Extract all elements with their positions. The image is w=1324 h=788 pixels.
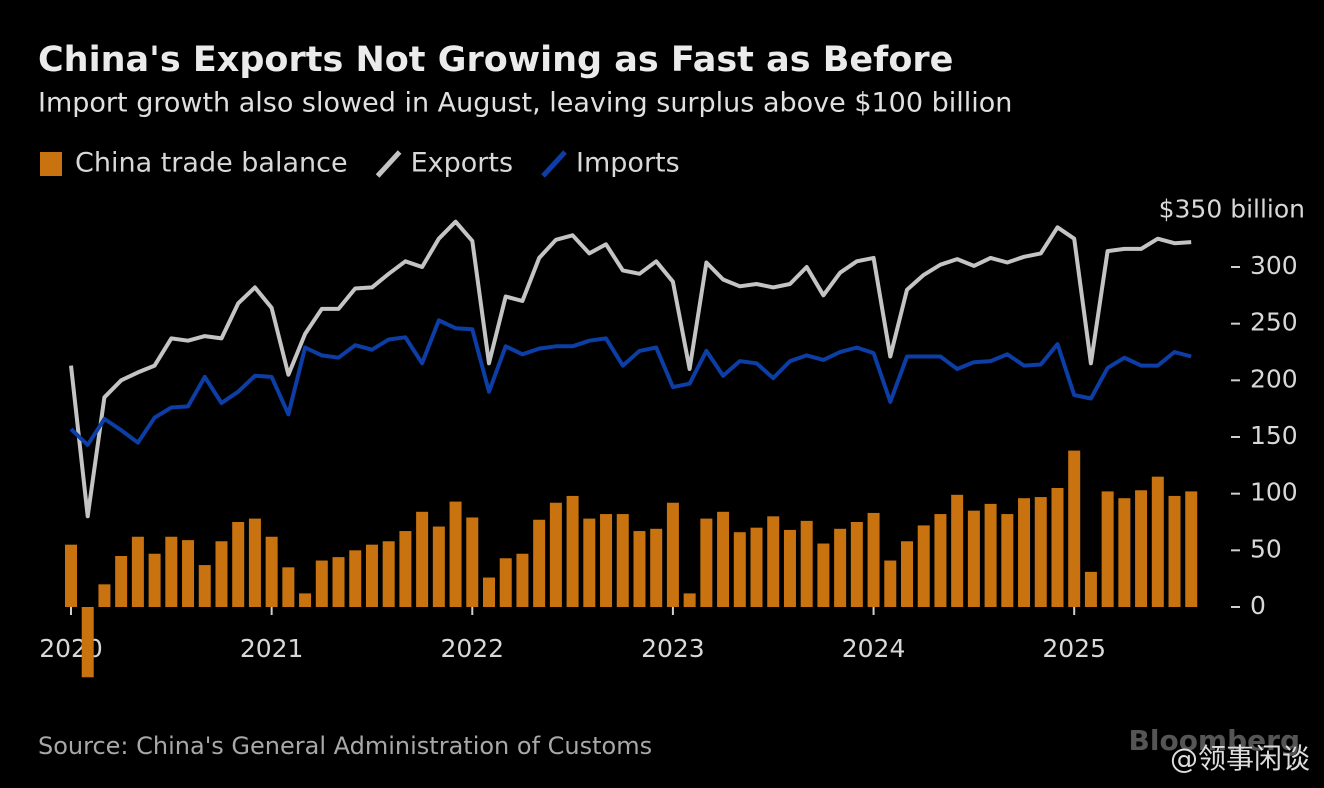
bar bbox=[533, 519, 546, 607]
bar bbox=[884, 560, 897, 607]
bar bbox=[315, 560, 328, 607]
bar bbox=[516, 553, 529, 607]
y-tick-label: 150 bbox=[1250, 421, 1298, 450]
bar bbox=[182, 540, 195, 607]
bar bbox=[365, 544, 378, 607]
bar bbox=[583, 518, 596, 607]
legend-swatch bbox=[375, 150, 402, 178]
bar bbox=[98, 584, 111, 607]
bar bbox=[332, 557, 345, 607]
bar bbox=[951, 494, 964, 607]
bar bbox=[1084, 571, 1097, 607]
bar bbox=[131, 536, 144, 607]
chart-title: China's Exports Not Growing as Fast as B… bbox=[38, 40, 953, 80]
bar bbox=[1185, 491, 1198, 607]
x-tick-label: 2024 bbox=[842, 634, 906, 663]
legend-label: Exports bbox=[411, 148, 513, 179]
bar bbox=[733, 532, 746, 607]
bar bbox=[717, 511, 730, 607]
bar bbox=[700, 518, 713, 607]
legend-label: Imports bbox=[576, 148, 680, 179]
bar bbox=[265, 536, 278, 607]
bar bbox=[834, 528, 847, 607]
bar bbox=[1051, 488, 1064, 607]
bar bbox=[867, 512, 880, 607]
bar bbox=[432, 526, 445, 607]
bar bbox=[198, 565, 211, 607]
bar bbox=[115, 556, 128, 607]
brand: Bloomberg bbox=[1129, 724, 1300, 757]
bar bbox=[232, 522, 245, 607]
bar bbox=[449, 501, 462, 607]
line bbox=[69, 219, 1192, 519]
bar bbox=[399, 531, 412, 607]
y-tick-label: 100 bbox=[1250, 478, 1298, 507]
bar bbox=[349, 550, 362, 607]
bar bbox=[901, 541, 913, 607]
bar bbox=[148, 553, 161, 607]
bar bbox=[984, 503, 997, 607]
bar bbox=[967, 510, 980, 607]
legend-swatch bbox=[40, 152, 62, 176]
bar bbox=[549, 502, 562, 607]
bar bbox=[1034, 497, 1047, 607]
bar bbox=[299, 593, 312, 607]
bar bbox=[81, 607, 94, 678]
bar bbox=[817, 543, 830, 607]
bar bbox=[783, 529, 796, 607]
bar bbox=[750, 527, 763, 607]
bar bbox=[650, 528, 663, 607]
x-tick-label: 2022 bbox=[440, 634, 504, 663]
y-tick-label: 300 bbox=[1250, 251, 1298, 280]
bar bbox=[1001, 514, 1014, 607]
bar bbox=[917, 525, 930, 607]
bar bbox=[767, 516, 780, 607]
y-tick-label: 50 bbox=[1250, 534, 1282, 563]
bar bbox=[483, 577, 495, 607]
bar bbox=[666, 502, 679, 607]
bar bbox=[800, 520, 813, 607]
bar bbox=[850, 522, 863, 607]
y-tick-label: 200 bbox=[1250, 364, 1298, 393]
bar bbox=[1168, 495, 1181, 607]
legend-label: China trade balance bbox=[75, 148, 348, 179]
bar bbox=[282, 567, 295, 607]
bar bbox=[683, 593, 696, 607]
bar bbox=[616, 514, 629, 607]
bar bbox=[215, 541, 228, 607]
y-tick-label: 0 bbox=[1250, 591, 1266, 620]
line bbox=[69, 318, 1192, 447]
bar bbox=[416, 511, 429, 607]
bar bbox=[566, 495, 579, 607]
x-tick-label: 2025 bbox=[1042, 634, 1106, 663]
bar bbox=[248, 518, 261, 607]
chart-subtitle: Import growth also slowed in August, lea… bbox=[38, 88, 1012, 119]
legend: China trade balance Exports Imports bbox=[40, 148, 680, 179]
bar bbox=[466, 517, 479, 607]
bar bbox=[165, 536, 178, 607]
bar bbox=[633, 531, 646, 607]
watermark: @领事闲谈 bbox=[1170, 742, 1310, 775]
x-tick-label: 2021 bbox=[240, 634, 304, 663]
bar bbox=[1068, 450, 1081, 607]
bar bbox=[1018, 498, 1031, 607]
bar bbox=[934, 514, 947, 607]
bar bbox=[382, 541, 395, 607]
bar bbox=[499, 558, 512, 607]
y-tick-label: 250 bbox=[1250, 308, 1298, 337]
bar bbox=[600, 514, 613, 607]
bar bbox=[1135, 490, 1148, 607]
y-tick-label: $350 billion bbox=[1159, 194, 1305, 223]
legend-swatch bbox=[541, 150, 567, 178]
source: Source: China's General Administration o… bbox=[38, 732, 652, 760]
bar bbox=[1101, 491, 1114, 607]
x-tick-label: 2023 bbox=[641, 634, 705, 663]
bar bbox=[1118, 498, 1131, 607]
bar bbox=[65, 544, 77, 607]
bar bbox=[1151, 476, 1164, 607]
